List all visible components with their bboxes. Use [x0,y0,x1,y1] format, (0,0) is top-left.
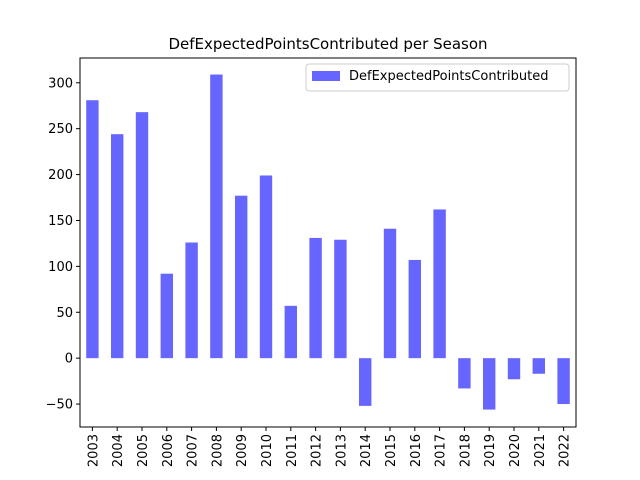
x-tick-label-2009: 2009 [235,434,250,467]
bar-2013 [334,239,347,359]
y-tick-label-250: 250 [48,122,73,137]
x-axis: 2003 2004 2005 2006 2007 2008 2009 2010 2011 2012… [86,427,573,467]
bars-layer [86,74,570,410]
bar-2022 [557,358,570,405]
x-tick-label-2019: 2019 [483,434,498,467]
legend-swatch [312,71,340,81]
x-tick-label-2021: 2021 [533,434,548,467]
bar-2003 [86,100,99,359]
bar-2006 [160,273,173,359]
x-tick-label-2020: 2020 [508,434,523,467]
y-tick-label-300: 300 [48,76,73,91]
bar-2012 [309,237,322,359]
bar-2016 [408,259,421,359]
legend-box [305,63,570,92]
y-tick-label-100: 100 [48,260,73,275]
y-tick-label-200: 200 [48,168,73,183]
x-tick-label-2016: 2016 [409,434,424,467]
x-tick-label-2022: 2022 [558,434,573,467]
bar-2008 [210,74,223,359]
plot-frame [79,57,577,428]
y-tick-label-150: 150 [48,214,73,229]
bar-2021 [532,358,545,374]
bar-2007 [185,242,198,359]
bar-2004 [111,134,124,359]
bar-2018 [458,358,471,389]
legend: DefExpectedPointsContributed [305,63,570,92]
bar-2014 [359,358,372,406]
x-tick-label-2005: 2005 [136,434,151,467]
y-tick-label-0: 0 [65,352,73,367]
bar-2015 [383,228,397,359]
x-tick-label-2004: 2004 [111,434,126,467]
x-tick-label-2006: 2006 [161,434,176,467]
x-tick-label-2015: 2015 [384,434,399,467]
y-tick-label-50: 50 [56,306,73,321]
bar-2011 [284,305,297,359]
y-tick-label--50: −50 [46,398,73,413]
y-axis: −50 0 50 100 150 200 250 300 [46,76,80,413]
chart-title: DefExpectedPointsContributed per Season [168,35,487,53]
x-tick-label-2007: 2007 [186,434,201,467]
bar-2005 [135,112,149,359]
x-tick-label-2008: 2008 [210,434,225,467]
bar-2020 [507,358,521,380]
x-tick-label-2013: 2013 [334,434,349,467]
x-tick-label-2003: 2003 [86,434,101,467]
x-tick-label-2014: 2014 [359,434,374,467]
x-tick-label-2012: 2012 [310,434,325,467]
x-tick-label-2011: 2011 [285,434,300,467]
legend-label: DefExpectedPointsContributed [349,69,548,84]
bar-2017 [433,209,446,359]
bar-2010 [259,175,273,359]
x-tick-label-2018: 2018 [458,434,473,467]
bar-2019 [483,358,496,410]
bar-2009 [235,195,248,359]
x-tick-label-2010: 2010 [260,434,275,467]
x-tick-label-2017: 2017 [434,434,449,467]
